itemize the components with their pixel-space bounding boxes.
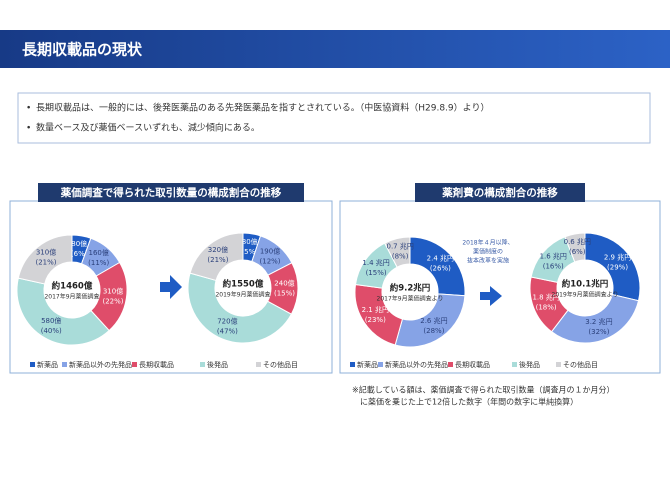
arrow: [480, 286, 502, 306]
annotation: 2018年４月以降、: [462, 239, 513, 247]
slice-value-label: 160億: [88, 248, 108, 257]
donut-subtitle: 2019年9月薬価調査: [215, 291, 270, 299]
legend-swatch: [62, 362, 67, 367]
bullet-dot: •: [26, 104, 31, 114]
donut-subtitle: 2017年9月薬価調査: [44, 293, 99, 301]
donut-slice: [16, 277, 110, 346]
donut-total: 約9.2兆円: [390, 283, 431, 294]
slice-percent-label: (8%): [392, 253, 409, 261]
legend-label: 後発品: [207, 360, 228, 369]
panel-title: 薬剤費の構成割合の推移: [441, 186, 558, 199]
note: に薬価を乗じた上で12倍した数字（年間の数字に単純換算）: [360, 397, 578, 407]
slice-value-label: 80億: [71, 239, 87, 248]
slice-value-label: 3.2 兆円: [585, 317, 612, 326]
slice-value-label: 720億: [217, 316, 237, 325]
slice-value-label: 580億: [41, 316, 61, 325]
donut-total: 約1550億: [223, 279, 264, 290]
donut-slice: [189, 232, 244, 282]
slice-percent-label: (6%): [71, 250, 88, 258]
slice-value-label: 2.1 兆円: [362, 305, 389, 314]
slice-percent-label: (21%): [36, 259, 57, 267]
slice-value-label: 0.7 兆円: [386, 242, 413, 251]
bullet: 長期収載品は、一般的には、後発医薬品のある先発医薬品を指すとされている。（中医協…: [36, 102, 489, 114]
note: ※記載している額は、薬価調査で得られた取引数量（調査月の１か月分）: [352, 385, 614, 395]
donut-slice: [584, 232, 641, 302]
legend-swatch: [256, 362, 261, 367]
annotation: 薬価制度の: [473, 248, 503, 256]
slice-value-label: 240億: [274, 278, 294, 287]
slice-percent-label: (6%): [569, 248, 586, 256]
bullet-dot: •: [26, 124, 31, 134]
slice-value-label: 310億: [103, 286, 123, 295]
slice-value-label: 0.6 兆円: [564, 237, 591, 246]
slice-value-label: 1.6 兆円: [540, 251, 567, 260]
slice-percent-label: (28%): [423, 327, 444, 335]
slice-percent-label: (26%): [430, 265, 451, 273]
bullet: 数量ベース及び薬価ベースいずれも、減少傾向にある。: [36, 122, 260, 134]
slice-value-label: 320億: [208, 245, 228, 254]
donut-slice: [187, 272, 293, 344]
legend-label: 新薬品: [37, 360, 58, 369]
slice-percent-label: (15%): [366, 269, 387, 277]
donut-total: 約1460億: [52, 281, 93, 292]
legend-label: 新薬品以外の先発品: [385, 360, 448, 369]
legend-label: その他品目: [563, 360, 598, 369]
slice-value-label: 2.6 兆円: [420, 316, 447, 325]
bullet-box: [17, 92, 651, 144]
slice-value-label: 2.9 兆円: [604, 252, 631, 261]
slice-percent-label: (16%): [543, 262, 564, 270]
panel-title-box: [415, 183, 585, 202]
legend-swatch: [512, 362, 517, 367]
slice-percent-label: (15%): [274, 289, 295, 297]
slice-value-label: 1.4 兆円: [362, 258, 389, 267]
legend-swatch: [132, 362, 137, 367]
legend-swatch: [200, 362, 205, 367]
legend-swatch: [378, 362, 383, 367]
slice-percent-label: (23%): [365, 316, 386, 324]
arrow: [160, 275, 182, 299]
slice-value-label: 2.4 兆円: [427, 254, 454, 263]
donut-subtitle: 2019年9月薬価調査より: [552, 291, 619, 299]
slice-percent-label: (11%): [88, 259, 109, 267]
slice-percent-label: (32%): [588, 328, 609, 336]
annotation: 抜本改革を実施: [467, 257, 509, 265]
header-title: 長期収載品の現状: [22, 41, 143, 59]
legend-label: 長期収載品: [139, 360, 174, 369]
slice-percent-label: (29%): [607, 263, 628, 271]
slice-value-label: 80億: [242, 237, 258, 246]
header-bar: [0, 30, 670, 68]
legend-label: 新薬品: [357, 360, 378, 369]
slice-percent-label: (5%): [241, 248, 258, 256]
legend-label: 長期収載品: [455, 360, 490, 369]
slice-percent-label: (47%): [217, 327, 238, 335]
panel-title-box: [38, 183, 304, 202]
slice-value-label: 1.8 兆円: [532, 293, 559, 302]
slice-value-label: 190億: [260, 247, 280, 256]
panel: [339, 200, 661, 374]
donut-subtitle: 2017年9月薬価調査より: [377, 295, 444, 303]
slice-value-label: 310億: [36, 248, 56, 257]
legend-swatch: [350, 362, 355, 367]
donut-slice: [17, 234, 73, 285]
slice-percent-label: (40%): [41, 327, 62, 335]
legend-label: 新薬品以外の先発品: [69, 360, 132, 369]
slice-percent-label: (21%): [207, 256, 228, 264]
donut-total: 約10.1兆円: [562, 279, 608, 290]
legend-swatch: [448, 362, 453, 367]
panel-title: 薬価調査で得られた取引数量の構成割合の推移: [60, 186, 282, 199]
donut-slice: [384, 236, 411, 268]
donut-slice: [550, 293, 640, 344]
legend-label: その他品目: [263, 360, 298, 369]
slice-percent-label: (18%): [536, 304, 557, 312]
legend-swatch: [30, 362, 35, 367]
legend-swatch: [556, 362, 561, 367]
donut-slice: [564, 232, 586, 263]
slice-percent-label: (22%): [103, 297, 124, 305]
legend-label: 後発品: [519, 360, 540, 369]
slice-percent-label: (12%): [260, 258, 281, 266]
